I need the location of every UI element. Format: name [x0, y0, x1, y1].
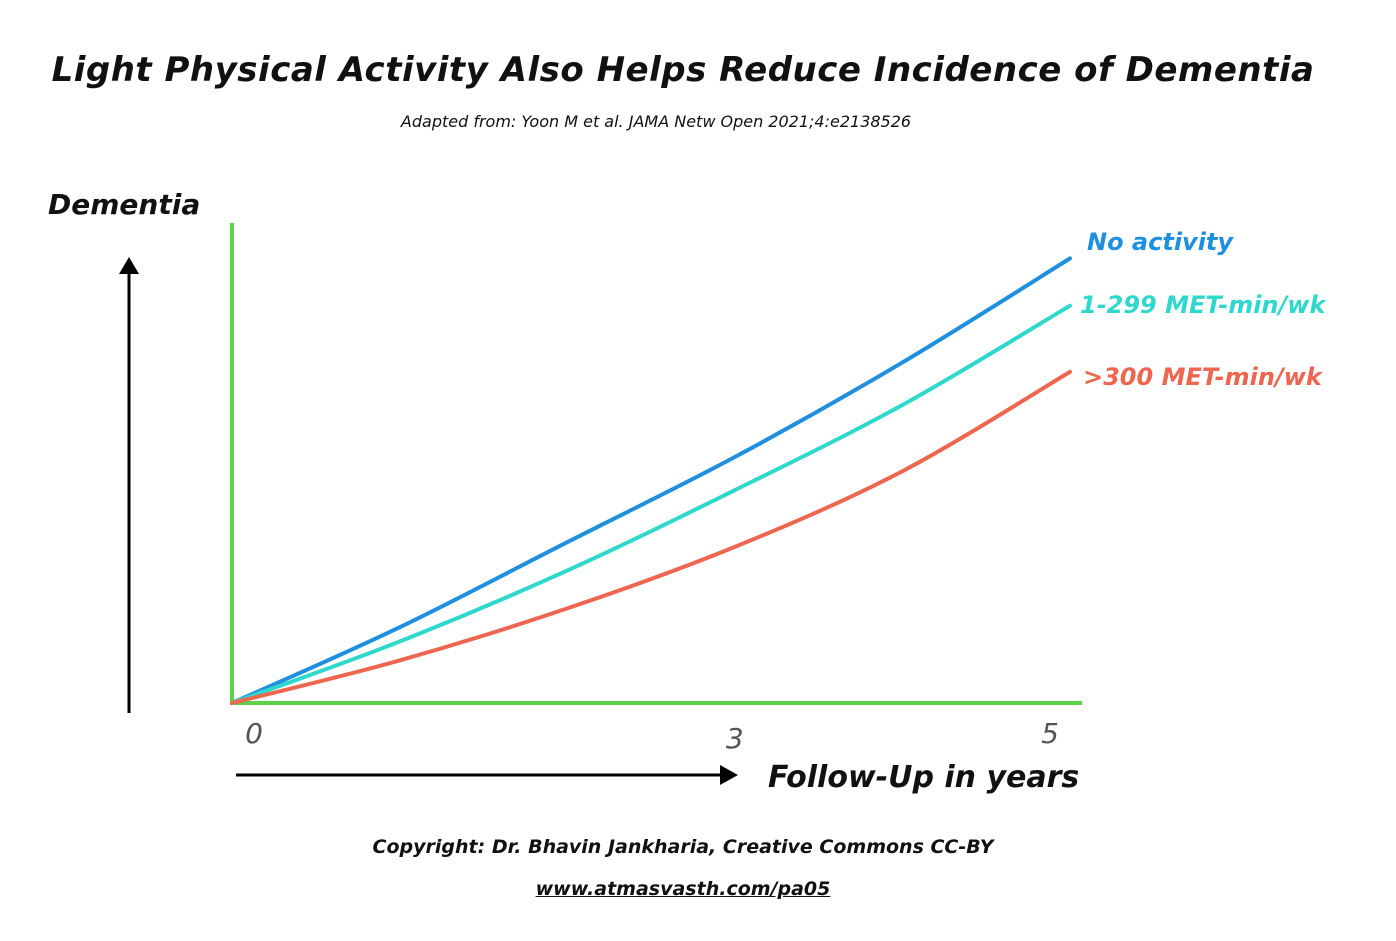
series-line-2: [230, 369, 1072, 705]
series-label-2: >300 MET-min/wk: [1083, 363, 1324, 391]
x-tick-label: 5: [1041, 717, 1059, 750]
series-label-1: 1-299 MET-min/wk: [1080, 291, 1327, 319]
x-tick-label: 0: [245, 717, 263, 750]
copyright-notice: Copyright: Dr. Bhavin Jankharia, Creativ…: [372, 836, 994, 858]
chart-title: Light Physical Activity Also Helps Reduc…: [51, 50, 1315, 90]
x-tick-label: 3: [726, 722, 744, 755]
x-axis-label: Follow-Up in years: [768, 760, 1080, 795]
chart-subtitle: Adapted from: Yoon M et al. JAMA Netw Op…: [400, 112, 912, 131]
series-line-0: [230, 256, 1072, 705]
series-label-0: No activity: [1087, 228, 1234, 256]
y-arrow-head-icon: [119, 257, 139, 274]
source-link[interactable]: www.atmasvasth.com/pa05: [535, 878, 831, 900]
y-axis-label: Dementia: [48, 188, 201, 221]
x-arrow-head-icon: [720, 765, 738, 785]
series-line-1: [230, 303, 1072, 705]
